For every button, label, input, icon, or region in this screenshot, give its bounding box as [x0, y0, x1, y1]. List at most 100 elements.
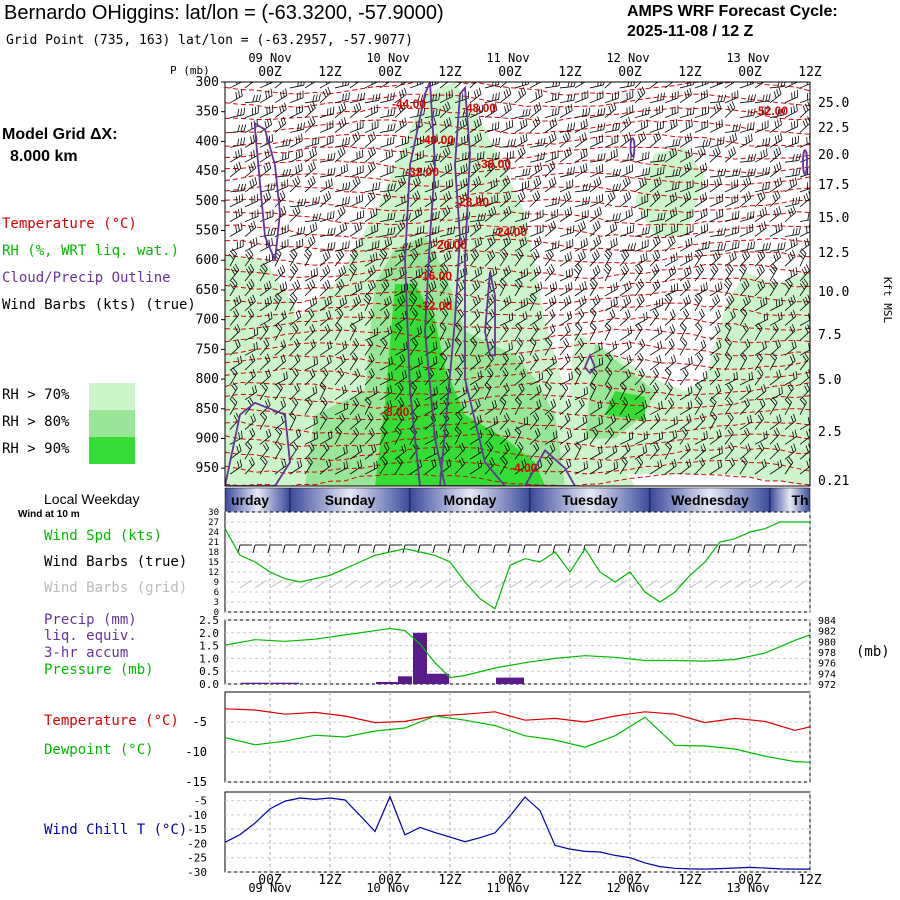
wind-barb-flag [741, 263, 747, 269]
wind-barb-flag [388, 358, 391, 366]
wind-barb-flag [447, 339, 451, 346]
wind-barb-flag [790, 270, 793, 278]
wind-barb [589, 226, 601, 237]
wind-barb-flag [428, 311, 433, 318]
wind-barb [409, 363, 423, 371]
wind-barb-flag [472, 337, 478, 344]
wind-barb [274, 144, 289, 148]
wind-barb-flag [583, 149, 585, 157]
wind-barb [574, 226, 586, 237]
wind-barb-flag [541, 74, 542, 81]
wind-barb-flag [382, 456, 388, 463]
wind-barb-flag [577, 322, 583, 329]
wind-barb-flag [520, 371, 524, 378]
wind-barb-flag [393, 212, 396, 220]
wind-barb [664, 198, 677, 208]
wind-barb-flag [549, 445, 554, 452]
wind-barb-flag [457, 283, 462, 291]
wind-barb-flag [516, 396, 522, 403]
wind-barb-flag [439, 283, 445, 290]
wind-barb-flag [433, 116, 437, 124]
isotherm [225, 159, 810, 174]
wind-barb-flag [776, 163, 780, 171]
wind-barb-flag [345, 197, 347, 205]
wind-barb-flag [631, 431, 634, 439]
wind-barb-flag [779, 117, 782, 125]
wind-barb [514, 125, 528, 133]
isotherm [225, 277, 810, 292]
wind-barb-flag [410, 384, 416, 391]
wind-barb [574, 256, 586, 267]
wind-barb [274, 157, 289, 163]
wind-barb-flag [667, 239, 672, 247]
wind-barb-flag [250, 415, 254, 423]
wind-barb [559, 153, 572, 163]
wind-barb [724, 418, 734, 430]
wind-barb-flag [570, 103, 573, 111]
wind-barb-flag [292, 179, 296, 187]
wind-barb-flag [766, 312, 768, 320]
wind-barb [559, 185, 573, 193]
wind-barb [799, 349, 810, 356]
wind-barb-flag [762, 94, 765, 102]
wind-barb-flag [747, 169, 750, 177]
wind-barb [334, 408, 348, 416]
wind-barb-flag [801, 268, 806, 276]
wind-barb [799, 173, 810, 178]
wind-barb-flag [669, 150, 672, 158]
wind-barb-flag [750, 94, 753, 102]
wind-barb-flag [312, 213, 315, 221]
wind-barb-flag [535, 91, 538, 99]
wind-barb-flag [503, 269, 507, 277]
pressure-tick-label: 350 [196, 105, 219, 120]
wind-barb-flag [641, 415, 644, 423]
wind-barb [349, 374, 361, 386]
wind-barb-flag [346, 460, 348, 468]
wind-barb-flag [517, 251, 522, 258]
wind-barb [319, 387, 327, 401]
wind-barb-flag [281, 190, 286, 198]
wind-barb-flag [720, 168, 723, 176]
wind-barb-flag [358, 102, 362, 110]
wind-barb [649, 230, 663, 237]
legend-wind-barbs: Wind Barbs (kts) (true) [2, 297, 196, 313]
wind-barb [499, 418, 510, 430]
wind-barb [334, 419, 346, 430]
wind-barb [619, 85, 634, 89]
wind-barb-flag [502, 325, 507, 332]
wind-barb-flag [705, 370, 708, 378]
wind-barb-flag [668, 269, 672, 277]
wind-barb [319, 93, 331, 104]
wind-barb [454, 392, 468, 401]
wind-barb [244, 446, 253, 460]
wind-barb-flag [385, 308, 390, 316]
wind-barb-flag [680, 340, 686, 347]
wind-barb-flag [805, 264, 810, 271]
wind-barb [229, 190, 244, 193]
precip-tick-label: 1.0 [199, 652, 219, 665]
surface-wind-barb-flag [747, 544, 751, 554]
wind-barb-flag [308, 310, 313, 318]
wind-barb [529, 255, 540, 267]
wind-barb [679, 407, 693, 416]
wind-barb-flag [618, 168, 622, 176]
wind-barb-flag [566, 353, 571, 361]
wind-barb-flag [383, 281, 388, 288]
wind-barb [304, 392, 318, 401]
wind-barb-flag [744, 251, 748, 259]
wind-barb [424, 159, 439, 163]
wind-barb [364, 433, 375, 445]
wind-barb-flag [584, 280, 587, 288]
wind-barb-flag [706, 282, 708, 290]
wind-barb [664, 271, 677, 282]
wind-barb [379, 417, 389, 430]
wind-barb-flag [607, 382, 613, 388]
wind-barb-flag [440, 268, 445, 275]
wind-barb-flag [494, 399, 497, 407]
wind-barb-flag [342, 93, 344, 101]
wind-barb [304, 253, 312, 267]
wind-barb-flag [599, 459, 603, 467]
wind-barb-flag [446, 460, 449, 468]
wind-barb-flag [495, 82, 497, 86]
wind-barb-flag [612, 223, 615, 231]
